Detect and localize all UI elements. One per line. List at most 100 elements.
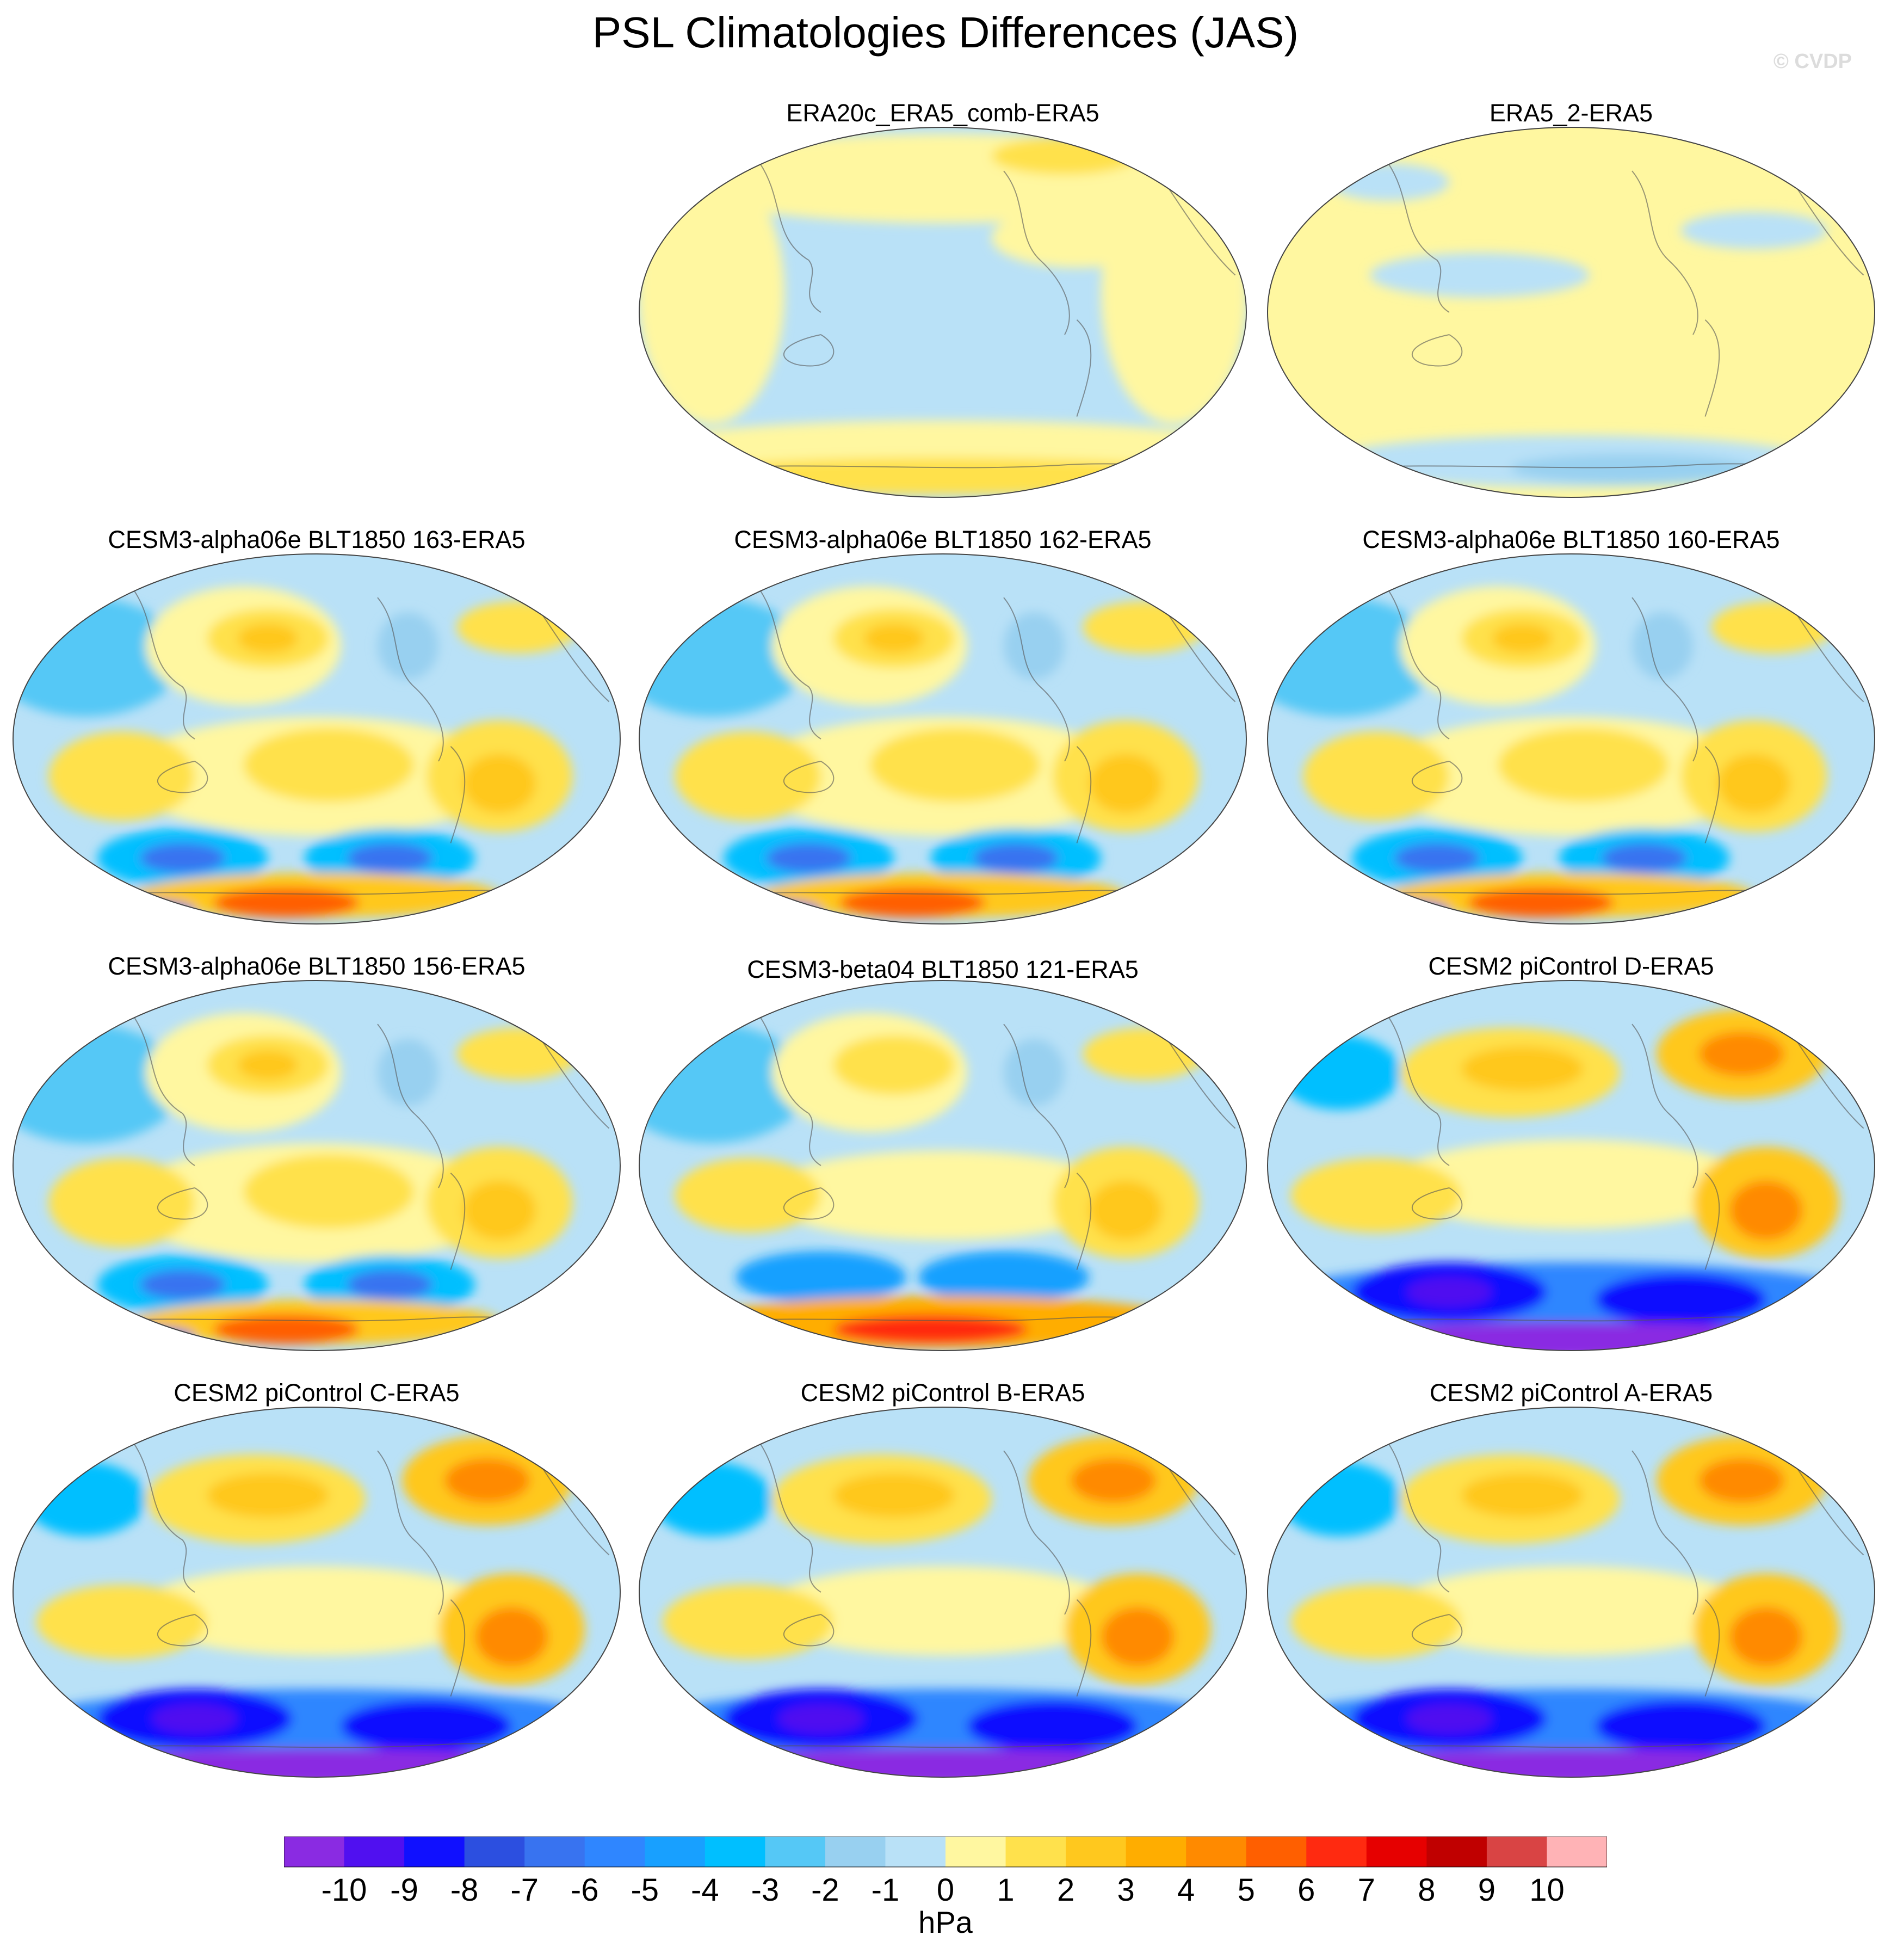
credit-label: © CVDP	[1773, 50, 1852, 73]
colorbar-swatch	[946, 1836, 1006, 1867]
anomaly-region	[1717, 754, 1791, 813]
colorbar-swatch	[1186, 1836, 1247, 1867]
anomaly-region	[736, 1251, 906, 1304]
colorbar-tick-label: -5	[631, 1872, 659, 1908]
map-outline	[1267, 127, 1875, 498]
coastline	[377, 597, 444, 762]
colorbar-tick-label: 6	[1297, 1872, 1315, 1908]
anomaly-region	[1406, 1704, 1492, 1734]
anomaly-region	[378, 1039, 438, 1106]
anomaly-region	[456, 1027, 579, 1080]
map-outline	[1267, 980, 1875, 1351]
anomaly-region	[237, 1050, 299, 1080]
panel-title-pD: CESM2 piControl D-ERA5	[1428, 952, 1714, 980]
coastline	[1076, 745, 1092, 843]
colorbar-tick-label: -8	[450, 1872, 479, 1908]
coastline	[1632, 1450, 1698, 1615]
coastline	[783, 334, 835, 367]
coastline	[450, 1599, 466, 1697]
colorbar-swatches	[283, 1836, 1608, 1867]
colorbar-swatch	[1366, 1836, 1427, 1867]
coastline	[133, 589, 195, 739]
anomaly-region	[1101, 1607, 1175, 1667]
map-outline	[13, 980, 621, 1351]
anomaly-region	[207, 1473, 329, 1518]
anomaly-region	[456, 601, 579, 654]
coastline	[1388, 1016, 1450, 1166]
anomaly-region	[1297, 1322, 1845, 1351]
panel-title-a160: CESM3-alpha06e BLT1850 160-ERA5	[1362, 526, 1780, 553]
coastline	[1790, 178, 1864, 276]
coastline	[450, 1172, 466, 1270]
anomaly-region	[1729, 1607, 1803, 1667]
anomaly-region	[991, 208, 1163, 268]
anomaly-region	[1327, 163, 1449, 201]
coastline	[759, 589, 821, 739]
anomaly-region	[675, 731, 821, 821]
anomaly-region	[1602, 843, 1687, 873]
map-pB	[639, 1407, 1247, 1778]
anomaly-region	[839, 887, 986, 918]
coastline	[1632, 1024, 1698, 1188]
colorbar-tick-label: 9	[1478, 1872, 1496, 1908]
coastline	[1790, 1458, 1864, 1556]
map-outline	[639, 127, 1247, 498]
panel-title-a163: CESM3-alpha06e BLT1850 163-ERA5	[108, 526, 526, 553]
colorbar-swatch	[524, 1836, 585, 1867]
coastline	[535, 1458, 610, 1556]
anomaly-region	[1711, 601, 1833, 654]
anomaly-region	[1388, 1566, 1754, 1656]
anomaly-region	[833, 1035, 955, 1095]
anomaly-region	[1498, 728, 1669, 803]
coastline	[1790, 1031, 1864, 1129]
map-outline	[13, 553, 621, 924]
coastline	[157, 761, 208, 793]
anomaly-region	[967, 1700, 1138, 1753]
anomaly-region	[347, 1269, 432, 1300]
anomaly-region	[152, 1704, 238, 1734]
coastline	[133, 1443, 195, 1593]
coastline	[1076, 1172, 1092, 1270]
anomaly-region	[833, 1314, 1028, 1345]
map-era20c	[639, 127, 1247, 498]
anomaly-region	[1461, 1473, 1584, 1518]
anomaly-region	[140, 1269, 225, 1300]
colorbar-tick-label: 3	[1117, 1872, 1135, 1908]
anomaly-region	[213, 887, 360, 918]
coastline	[783, 761, 835, 793]
coastline	[1003, 170, 1070, 335]
anomaly-region	[475, 1607, 548, 1667]
colorbar-tick-label: 4	[1177, 1872, 1195, 1908]
anomaly-region	[1004, 1039, 1065, 1106]
anomaly-region	[1632, 612, 1693, 680]
anomaly-region	[1083, 1027, 1205, 1080]
anomaly-region	[833, 1473, 955, 1518]
coastline	[1632, 597, 1698, 762]
coastline	[1161, 605, 1236, 702]
panel-title-b121: CESM3-beta04 BLT1850 121-ERA5	[747, 956, 1139, 983]
colorbar-tick-label: -4	[691, 1872, 719, 1908]
anomaly-region	[444, 1458, 530, 1503]
anomaly-region	[1004, 612, 1065, 680]
coastline	[1003, 1450, 1070, 1615]
colorbar-tick-label: 2	[1056, 1872, 1075, 1908]
colorbar-swatch	[645, 1836, 706, 1867]
coastline	[1704, 1599, 1720, 1697]
coastline	[1704, 1172, 1720, 1270]
colorbar-tick-label: 1	[997, 1872, 1015, 1908]
anomaly-region	[1083, 601, 1205, 654]
anomaly-region	[1089, 754, 1163, 813]
anomaly-region	[1699, 1458, 1784, 1503]
map-pC	[13, 1407, 621, 1778]
panel-title-pB: CESM2 piControl B-ERA5	[800, 1379, 1085, 1407]
colorbar-swatch	[1547, 1836, 1608, 1867]
colorbar-swatch	[1126, 1836, 1186, 1867]
coastline	[1076, 1599, 1092, 1697]
anomaly-region	[1071, 1458, 1156, 1503]
anomaly-region	[134, 1566, 499, 1656]
coastline	[1161, 1031, 1236, 1129]
anomaly-region	[462, 1180, 536, 1240]
coastline	[1704, 319, 1720, 417]
coastline	[1003, 597, 1070, 762]
anomaly-region	[1595, 1700, 1766, 1753]
